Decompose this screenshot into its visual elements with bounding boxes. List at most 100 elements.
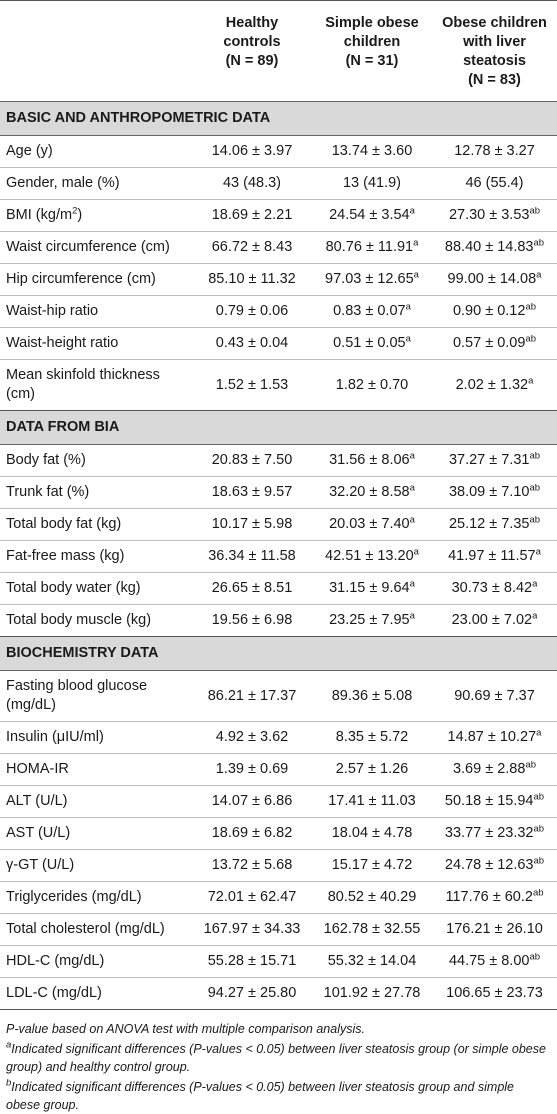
table-row: Hip circumference (cm) 85.10 ± 11.32 97.03… (0, 263, 557, 296)
footnote-b: bIndicated significant differences (P-va… (6, 1077, 515, 1112)
cell-value-col2: 55.32 ± 14.04 (312, 945, 432, 978)
row-label: Hip circumference (cm) (0, 263, 192, 296)
row-label: Fat-free mass (kg) (0, 540, 192, 573)
cell-value-col3: 23.00 ± 7.02a (432, 604, 557, 637)
table-row: Waist circumference (cm) 66.72 ± 8.43 80.7… (0, 231, 557, 264)
row-label: Age (y) (0, 135, 192, 168)
cell-value-col3: 0.57 ± 0.09ab (432, 327, 557, 360)
header-blank (0, 1, 192, 102)
significance-mark: ab (529, 514, 541, 526)
cell-value-col1: 13.72 ± 5.68 (192, 849, 312, 882)
cell-value-col2: 0.83 ± 0.07a (312, 295, 432, 328)
table-row: Mean skinfold thickness (cm) 1.52 ± 1.53 1… (0, 359, 557, 411)
header-obese-steatosis: Obese children with liver steatosis (N =… (442, 15, 547, 88)
cell-value-col1: 86.21 ± 17.37 (192, 670, 312, 722)
significance-mark: ab (532, 887, 544, 899)
cell-value-col2: 24.54 ± 3.54a (312, 199, 432, 232)
significance-mark: a (413, 546, 419, 558)
table-row: Gender, male (%) 43 (48.3) 13 (41.9) 46 (55… (0, 167, 557, 200)
cell-value-col3: 46 (55.4) (432, 167, 557, 200)
cell-value-col2: 80.76 ± 11.91a (312, 231, 432, 264)
cell-value-col2: 13 (41.9) (312, 167, 432, 200)
significance-mark: a (536, 269, 542, 281)
cell-value-col3: 117.76 ± 60.2ab (432, 881, 557, 914)
row-label: γ-GT (U/L) (0, 849, 192, 882)
section-title: DATA FROM BIA (0, 410, 557, 445)
significance-mark: a (413, 269, 419, 281)
cell-value-col3: 27.30 ± 3.53ab (432, 199, 557, 232)
cell-value-col1: 66.72 ± 8.43 (192, 231, 312, 264)
significance-mark: a (409, 482, 415, 494)
cell-value-col1: 20.83 ± 7.50 (192, 444, 312, 477)
significance-mark: ab (533, 791, 545, 803)
table-row: Triglycerides (mg/dL) 72.01 ± 62.47 80.52 … (0, 881, 557, 914)
row-label: Total body water (kg) (0, 572, 192, 605)
cell-value-col1: 43 (48.3) (192, 167, 312, 200)
cell-value-col2: 31.15 ± 9.64a (312, 572, 432, 605)
row-label: Total body fat (kg) (0, 508, 192, 541)
significance-mark: ab (529, 450, 541, 462)
table-body: BASIC AND ANTHROPOMETRIC DATA Age (y) 14.0… (0, 101, 557, 1010)
significance-mark: a (413, 237, 419, 249)
significance-mark: ab (529, 951, 541, 963)
cell-value-col3: 2.02 ± 1.32a (432, 359, 557, 411)
significance-mark: ab (525, 301, 537, 313)
significance-mark: a (409, 205, 415, 217)
header-healthy-controls: Healthy controls (N = 89) (223, 15, 281, 69)
cell-value-col1: 18.69 ± 6.82 (192, 817, 312, 850)
table-header: Healthy controls (N = 89) Simple obese c… (0, 0, 557, 102)
cell-value-col3: 30.73 ± 8.42a (432, 572, 557, 605)
section-header: BASIC AND ANTHROPOMETRIC DATA (0, 101, 557, 136)
cell-value-col3: 12.78 ± 3.27 (432, 135, 557, 168)
significance-mark: a (528, 374, 534, 386)
table-row: Trunk fat (%) 18.63 ± 9.57 32.20 ± 8.58a 38… (0, 476, 557, 509)
header-n: (N = 31) (345, 53, 399, 69)
cell-value-col1: 14.07 ± 6.86 (192, 785, 312, 818)
cell-value-col2: 89.36 ± 5.08 (312, 670, 432, 722)
cell-value-col1: 167.97 ± 34.33 (192, 913, 312, 946)
cell-value-col3: 90.69 ± 7.37 (432, 670, 557, 722)
cell-value-col2: 42.51 ± 13.20a (312, 540, 432, 573)
cell-value-col2: 15.17 ± 4.72 (312, 849, 432, 882)
cell-value-col2: 1.82 ± 0.70 (312, 359, 432, 411)
cell-value-col1: 4.92 ± 3.62 (192, 721, 312, 754)
footnote-a: aIndicated significant differences (P-va… (6, 1039, 546, 1074)
significance-mark: a (405, 301, 411, 313)
table-row: γ-GT (U/L) 13.72 ± 5.68 15.17 ± 4.72 24.78 … (0, 849, 557, 882)
cell-value-col3: 99.00 ± 14.08a (432, 263, 557, 296)
cell-value-col1: 1.52 ± 1.53 (192, 359, 312, 411)
cell-value-col1: 1.39 ± 0.69 (192, 753, 312, 786)
table-row: Total body fat (kg) 10.17 ± 5.98 20.03 ± 7… (0, 508, 557, 541)
cell-value-col3: 176.21 ± 26.10 (432, 913, 557, 946)
significance-mark: a (409, 450, 415, 462)
cell-value-col2: 31.56 ± 8.06a (312, 444, 432, 477)
significance-mark: ab (529, 205, 541, 217)
cell-value-col1: 19.56 ± 6.98 (192, 604, 312, 637)
row-label: Waist-hip ratio (0, 295, 192, 328)
table-row: LDL-C (mg/dL) 94.27 ± 25.80 101.92 ± 27.78… (0, 977, 557, 1010)
cell-value-col2: 20.03 ± 7.40a (312, 508, 432, 541)
cell-value-col1: 55.28 ± 15.71 (192, 945, 312, 978)
significance-mark: ab (533, 237, 545, 249)
cell-value-col3: 50.18 ± 15.94ab (432, 785, 557, 818)
row-label: Triglycerides (mg/dL) (0, 881, 192, 914)
cell-value-col2: 101.92 ± 27.78 (312, 977, 432, 1010)
footnote-pvalue: P-value based on ANOVA test with multipl… (6, 1022, 365, 1036)
cell-value-col3: 38.09 ± 7.10ab (432, 476, 557, 509)
table-row: HDL-C (mg/dL) 55.28 ± 15.71 55.32 ± 14.04 4… (0, 945, 557, 978)
cell-value-col2: 13.74 ± 3.60 (312, 135, 432, 168)
row-label: Waist-height ratio (0, 327, 192, 360)
data-table: Healthy controls (N = 89) Simple obese c… (0, 0, 557, 1010)
cell-value-col3: 41.97 ± 11.57a (432, 540, 557, 573)
cell-value-col3: 25.12 ± 7.35ab (432, 508, 557, 541)
row-label: Body fat (%) (0, 444, 192, 477)
cell-value-col1: 85.10 ± 11.32 (192, 263, 312, 296)
row-label: ALT (U/L) (0, 785, 192, 818)
significance-mark: a (532, 578, 538, 590)
table-row: Total body water (kg) 26.65 ± 8.51 31.15 ±… (0, 572, 557, 605)
cell-value-col2: 23.25 ± 7.95a (312, 604, 432, 637)
cell-value-col2: 18.04 ± 4.78 (312, 817, 432, 850)
significance-mark: a (536, 727, 542, 739)
significance-mark: ab (533, 823, 545, 835)
